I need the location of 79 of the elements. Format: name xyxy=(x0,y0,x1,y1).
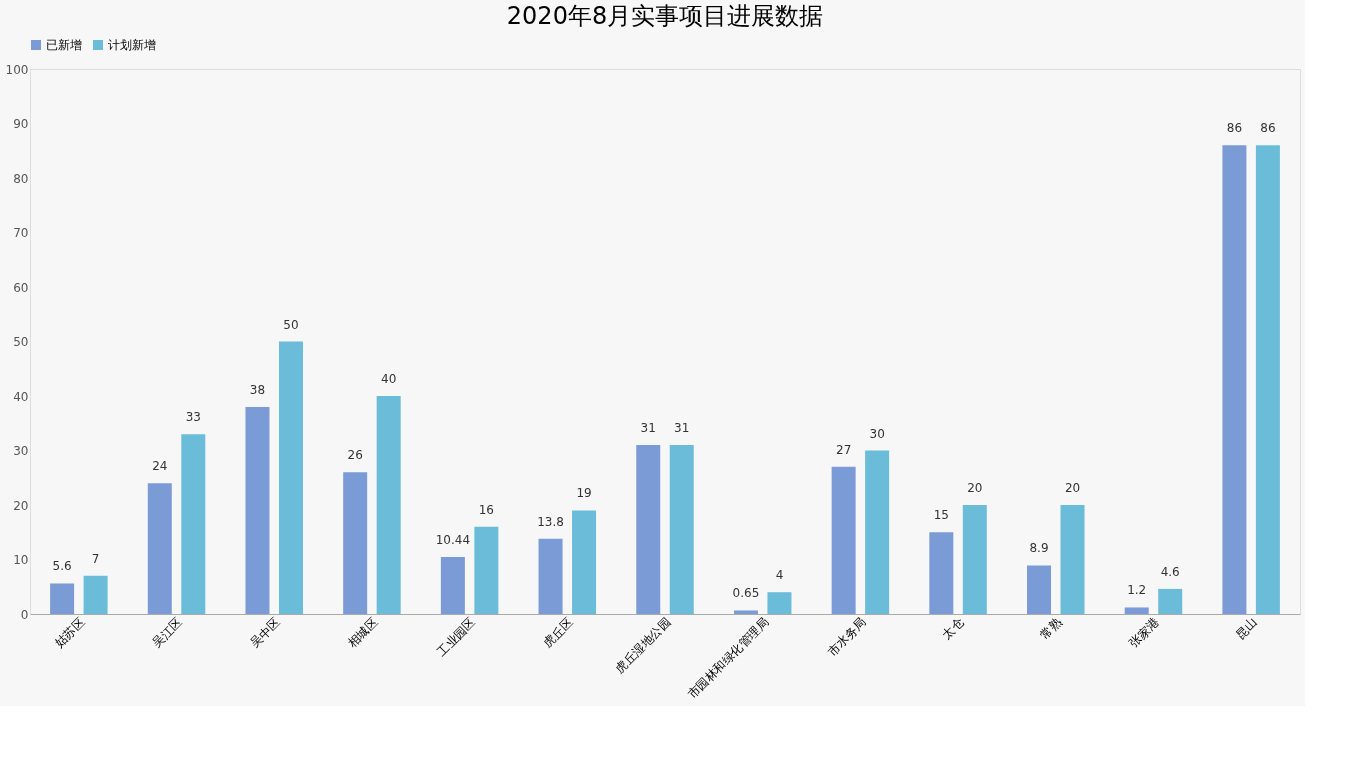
bar xyxy=(1027,565,1052,614)
data-label: 1.2 xyxy=(1127,583,1147,598)
data-label: 40 xyxy=(381,372,397,386)
data-label: 33 xyxy=(185,410,201,425)
x-tick-label: 虎丘湿地公园 xyxy=(612,615,674,676)
y-tick-label: 30 xyxy=(13,444,29,458)
bar xyxy=(669,445,694,614)
x-tick-label: 吴中区 xyxy=(247,615,283,651)
bar xyxy=(181,434,206,614)
data-label: 31 xyxy=(640,421,656,436)
chart-title: 2020年8月实事项目进展数据 xyxy=(506,2,824,30)
data-label: 31 xyxy=(674,421,690,436)
bar xyxy=(929,532,954,614)
y-tick-label: 50 xyxy=(13,335,29,349)
bar xyxy=(474,526,499,614)
bar xyxy=(1158,588,1183,614)
y-tick-label: 60 xyxy=(13,280,29,295)
legend-label: 计划新增 xyxy=(108,38,156,52)
data-label: 7 xyxy=(91,551,100,566)
x-tick-label: 昆山 xyxy=(1232,615,1260,642)
bar xyxy=(1060,505,1085,614)
bar xyxy=(1124,607,1149,614)
data-label: 26 xyxy=(347,448,363,463)
data-label: 0.65 xyxy=(732,586,760,601)
data-label: 24 xyxy=(152,459,168,474)
data-label: 30 xyxy=(869,426,885,441)
y-tick-label: 90 xyxy=(13,117,29,131)
data-label: 27 xyxy=(836,442,852,457)
data-label: 5.6 xyxy=(52,559,72,574)
bar xyxy=(572,510,597,614)
x-tick-label: 相城区 xyxy=(345,615,381,651)
data-label: 16 xyxy=(478,502,494,517)
data-label: 4 xyxy=(775,568,784,583)
bar xyxy=(83,575,108,614)
bar xyxy=(343,472,368,614)
x-tick-label: 工业园区 xyxy=(434,615,479,659)
y-tick-label: 20 xyxy=(13,498,29,513)
bar xyxy=(865,450,890,614)
bar xyxy=(733,610,758,614)
bar xyxy=(831,466,856,614)
bar xyxy=(440,557,465,614)
bar xyxy=(767,592,792,614)
x-tick-label: 张家港 xyxy=(1126,615,1162,651)
data-label: 86 xyxy=(1260,121,1276,136)
bar xyxy=(278,341,303,614)
data-label: 8.9 xyxy=(1029,541,1049,556)
data-label: 20 xyxy=(1064,481,1081,495)
bar xyxy=(147,483,172,614)
data-label: 10.44 xyxy=(435,533,471,548)
legend-label: 已新增 xyxy=(46,38,82,52)
data-label: 15 xyxy=(933,508,949,523)
data-label: 20 xyxy=(967,481,983,495)
data-label: 86 xyxy=(1226,121,1243,136)
y-tick-label: 0 xyxy=(20,607,29,622)
bar xyxy=(50,583,75,614)
bar xyxy=(962,505,987,614)
data-label: 4.6 xyxy=(1160,564,1180,579)
y-tick-label: 10 xyxy=(13,553,29,567)
y-tick-label: 100 xyxy=(5,62,29,77)
x-tick-label: 姑苏区 xyxy=(51,615,88,651)
bar xyxy=(245,406,270,614)
x-tick-label: 太仓 xyxy=(939,615,967,642)
data-label: 50 xyxy=(283,317,299,332)
y-tick-label: 80 xyxy=(13,171,29,186)
x-tick-label: 吴江区 xyxy=(149,615,186,651)
y-tick-label: 40 xyxy=(13,389,29,404)
y-tick-label: 70 xyxy=(13,226,29,240)
bar xyxy=(376,396,401,614)
x-tick-label: 常熟 xyxy=(1037,615,1065,642)
bar xyxy=(1255,145,1280,614)
bar xyxy=(636,445,661,614)
data-label: 13.8 xyxy=(537,514,564,529)
x-tick-label: 市水务局 xyxy=(825,615,869,659)
data-label: 38 xyxy=(249,382,266,397)
x-tick-label: 市园林和绿化管理局 xyxy=(684,615,772,702)
bar xyxy=(1222,145,1247,614)
bar xyxy=(538,538,563,614)
data-label: 19 xyxy=(576,486,592,501)
x-tick-label: 虎丘区 xyxy=(540,615,576,651)
